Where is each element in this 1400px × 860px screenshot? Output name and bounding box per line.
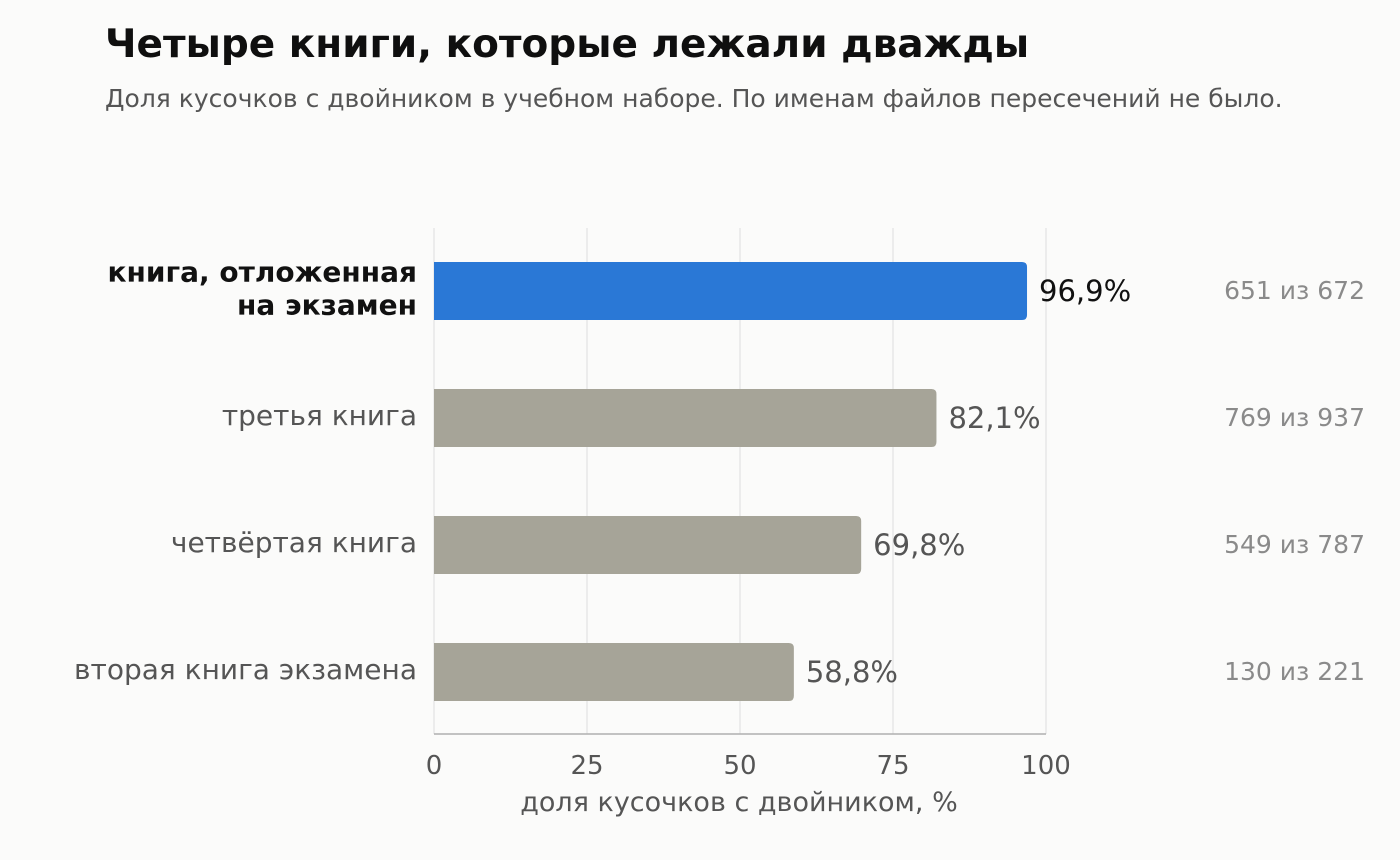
bar <box>434 516 862 574</box>
chart-title: Четыре книги, которые лежали дважды <box>105 22 1030 67</box>
bar-count-label: 130 из 221 <box>1224 657 1365 686</box>
chart-subtitle: Доля кусочков с двойником в учебном набо… <box>105 84 1283 113</box>
x-tick-label: 0 <box>426 751 443 781</box>
category-label: на экзамен <box>237 289 417 322</box>
bar <box>434 389 937 447</box>
category-label: третья книга <box>222 399 417 432</box>
bar-count-label: 549 из 787 <box>1224 530 1365 559</box>
bar-value-label: 69,8% <box>873 528 965 562</box>
category-label: четвёртая книга <box>171 526 417 559</box>
bar-value-label: 82,1% <box>948 401 1040 435</box>
x-tick-label: 25 <box>570 751 603 781</box>
x-tick-label: 100 <box>1021 751 1071 781</box>
bar-count-label: 651 из 672 <box>1224 276 1365 305</box>
bar-value-label: 58,8% <box>806 655 898 689</box>
x-tick-label: 75 <box>876 751 909 781</box>
bar <box>434 643 794 701</box>
category-label: вторая книга экзамена <box>74 653 417 686</box>
x-tick-label: 50 <box>723 751 756 781</box>
bar-count-label: 769 из 937 <box>1224 403 1365 432</box>
category-label: книга, отложенная <box>107 256 417 289</box>
x-axis-title: доля кусочков с двойником, % <box>520 787 957 818</box>
bar <box>434 262 1028 320</box>
bar-value-label: 96,9% <box>1039 274 1131 308</box>
